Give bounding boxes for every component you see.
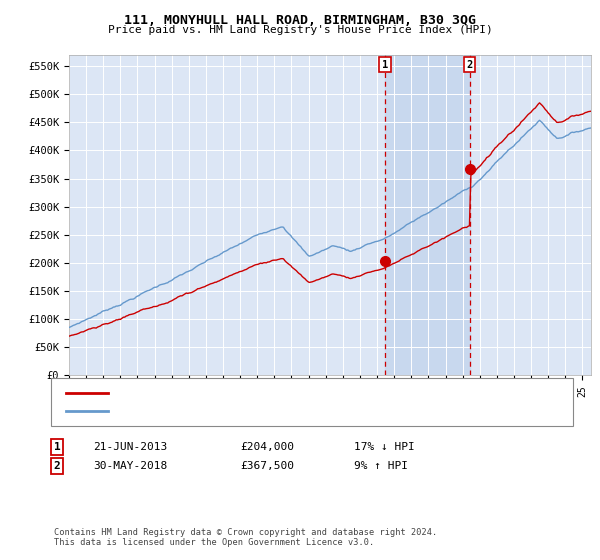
Text: £367,500: £367,500 (240, 461, 294, 471)
Text: Price paid vs. HM Land Registry's House Price Index (HPI): Price paid vs. HM Land Registry's House … (107, 25, 493, 35)
Text: Contains HM Land Registry data © Crown copyright and database right 2024.
This d: Contains HM Land Registry data © Crown c… (54, 528, 437, 547)
Text: 9% ↑ HPI: 9% ↑ HPI (354, 461, 408, 471)
Text: 2: 2 (467, 60, 473, 69)
Text: 21-JUN-2013: 21-JUN-2013 (93, 442, 167, 452)
Bar (385, 55, 470, 375)
Text: 30-MAY-2018: 30-MAY-2018 (93, 461, 167, 471)
Text: 111, MONYHULL HALL ROAD, BIRMINGHAM, B30 3QG: 111, MONYHULL HALL ROAD, BIRMINGHAM, B30… (124, 14, 476, 27)
Text: 2: 2 (53, 461, 61, 471)
Text: £204,000: £204,000 (240, 442, 294, 452)
Text: 17% ↓ HPI: 17% ↓ HPI (354, 442, 415, 452)
Text: 111, MONYHULL HALL ROAD, BIRMINGHAM, B30 3QG (detached house): 111, MONYHULL HALL ROAD, BIRMINGHAM, B30… (117, 388, 498, 398)
Text: 1: 1 (382, 60, 388, 69)
Text: HPI: Average price, detached house, Birmingham: HPI: Average price, detached house, Birm… (117, 406, 404, 416)
Text: 1: 1 (53, 442, 61, 452)
